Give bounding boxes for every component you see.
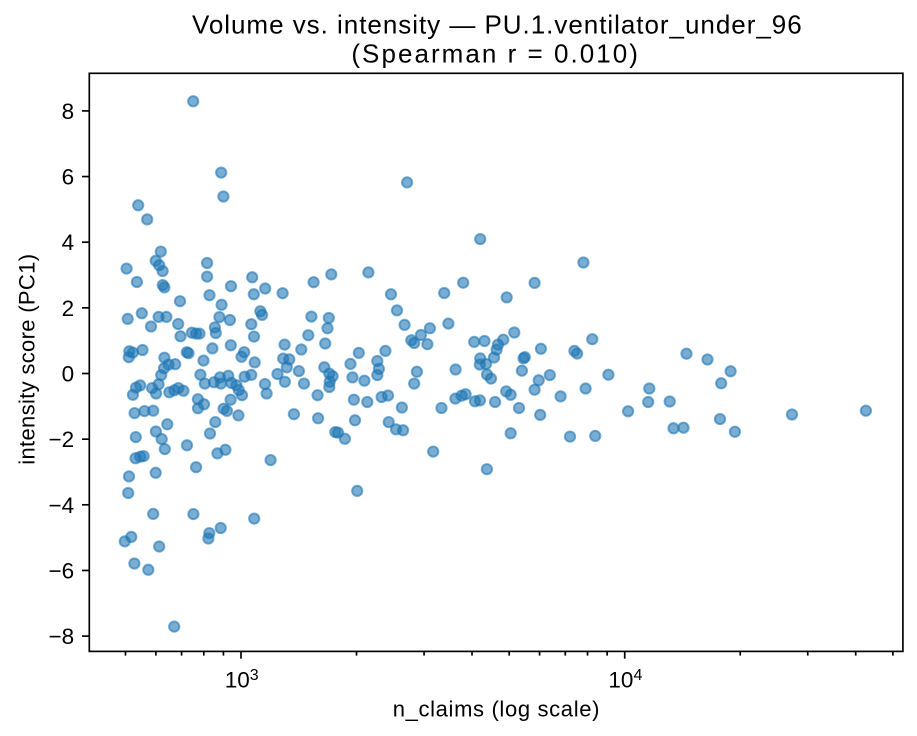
- svg-text:(Spearman r = 0.010): (Spearman r = 0.010): [351, 38, 640, 68]
- svg-text:−8: −8: [48, 624, 74, 649]
- svg-text:0: 0: [62, 362, 75, 387]
- svg-text:intensity score (PC1): intensity score (PC1): [14, 254, 39, 465]
- svg-text:Volume vs. intensity — PU.1.ve: Volume vs. intensity — PU.1.ventilator_u…: [192, 10, 803, 40]
- svg-text:−2: −2: [48, 427, 74, 452]
- svg-text:n_claims (log scale): n_claims (log scale): [393, 697, 600, 722]
- svg-text:6: 6: [62, 165, 75, 190]
- svg-text:−4: −4: [48, 493, 74, 518]
- svg-text:2: 2: [62, 296, 75, 321]
- svg-text:8: 8: [62, 99, 75, 124]
- svg-text:−6: −6: [48, 559, 74, 584]
- svg-text:4: 4: [62, 230, 75, 255]
